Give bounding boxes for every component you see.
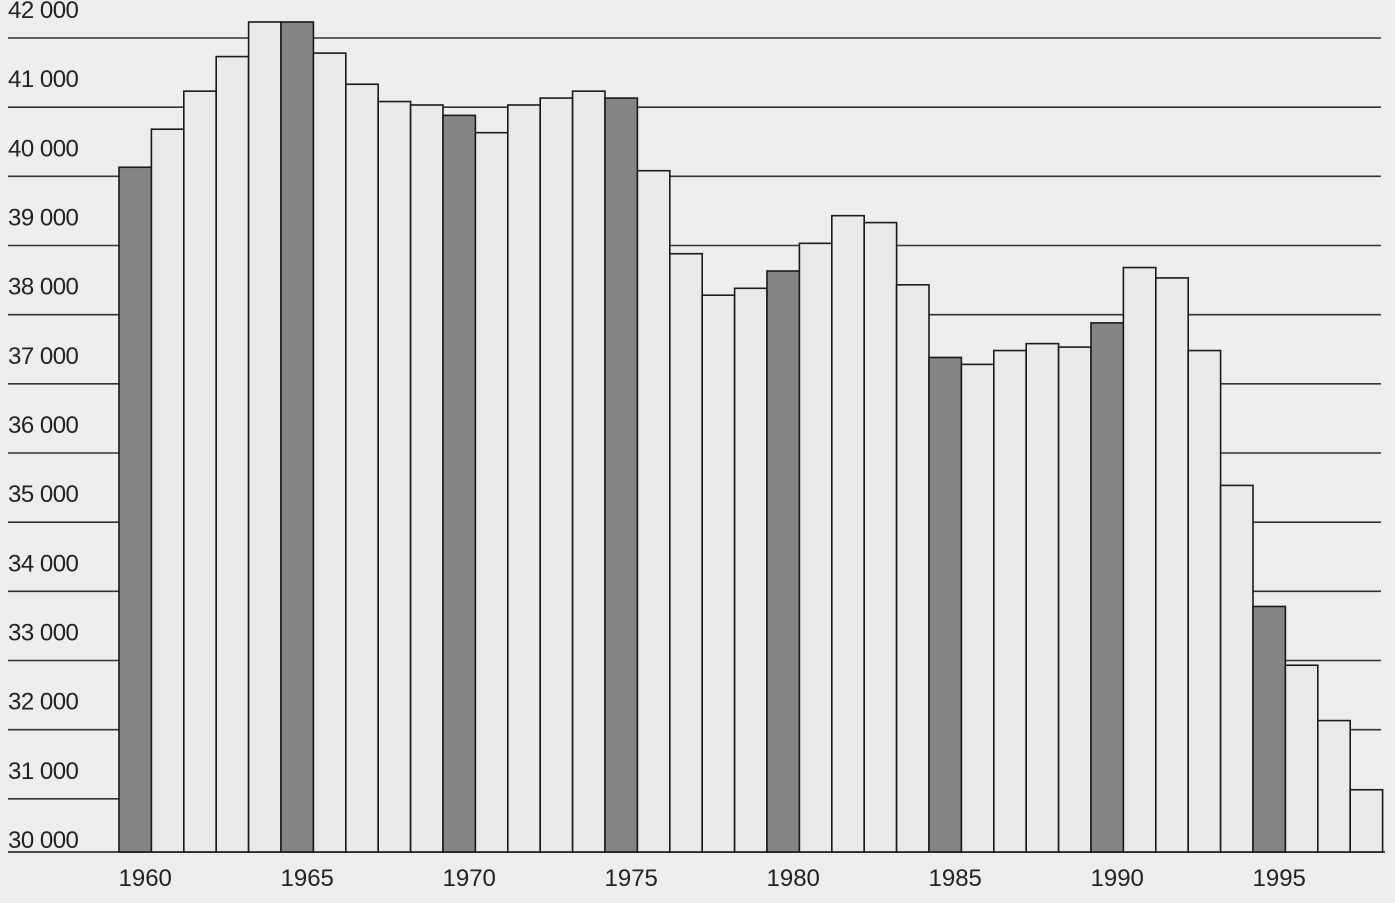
y-tick-label: 35 000 — [8, 481, 79, 508]
bar-1972 — [506, 104, 541, 853]
bar-1984 — [895, 284, 930, 853]
y-tick-label: 33 000 — [8, 620, 79, 647]
y-tick-label: 37 000 — [8, 343, 79, 370]
bar-1979 — [733, 287, 768, 853]
y-tick-label: 39 000 — [8, 205, 79, 232]
bar-1994 — [1219, 484, 1254, 853]
x-tick-label: 1975 — [605, 865, 658, 892]
bar-1982 — [830, 214, 865, 853]
bar-1995 — [1252, 605, 1287, 853]
bar-1974 — [571, 90, 606, 853]
y-tick-label: 30 000 — [8, 827, 79, 854]
y-tick-label: 34 000 — [8, 550, 79, 577]
bar-1960 — [118, 166, 153, 853]
bar-1967 — [344, 83, 379, 853]
y-tick-label: 31 000 — [8, 758, 79, 785]
y-axis-tick-labels: 42 000 41 000 40 000 39 000 38 000 37 000 36 0… — [8, 0, 79, 854]
y-tick-label: 40 000 — [8, 135, 79, 162]
bar-1991 — [1122, 266, 1157, 853]
bar-1975 — [604, 97, 639, 853]
bar-1985 — [928, 356, 963, 853]
bar-1962 — [183, 90, 218, 853]
bar-1989 — [1057, 346, 1092, 853]
bar-1978 — [701, 294, 736, 853]
y-tick-label: 41 000 — [8, 66, 79, 93]
bar-1992 — [1155, 277, 1190, 853]
bar-1969 — [409, 104, 444, 853]
bar-1976 — [636, 169, 671, 853]
bar-1966 — [312, 52, 347, 853]
bar-1970 — [442, 114, 477, 853]
y-tick-label: 32 000 — [8, 689, 79, 716]
y-tick-label: 42 000 — [8, 0, 79, 24]
bar-1965 — [280, 21, 315, 853]
bar-1997 — [1317, 719, 1352, 853]
x-tick-label: 1970 — [443, 865, 496, 892]
bar-1963 — [215, 55, 250, 853]
x-tick-label: 1960 — [119, 865, 172, 892]
x-tick-label: 1995 — [1253, 865, 1306, 892]
bar-1993 — [1187, 349, 1222, 853]
bar-1981 — [798, 242, 833, 853]
bar-1988 — [1025, 342, 1060, 853]
bar-1980 — [766, 270, 801, 853]
bar-1973 — [539, 97, 574, 853]
bar-1996 — [1284, 664, 1319, 853]
x-axis-tick-labels: 1960 1965 1970 1975 1980 1985 1990 1995 — [119, 865, 1306, 892]
y-tick-label: 38 000 — [8, 274, 79, 301]
bar-1964 — [247, 21, 282, 853]
bar-1968 — [377, 100, 412, 853]
bar-1983 — [863, 221, 898, 853]
bar-1977 — [668, 252, 703, 853]
x-tick-label: 1965 — [281, 865, 334, 892]
bar-1971 — [474, 131, 509, 853]
x-tick-label: 1990 — [1091, 865, 1144, 892]
x-tick-label: 1985 — [929, 865, 982, 892]
bar-1961 — [150, 128, 185, 853]
x-tick-label: 1980 — [767, 865, 820, 892]
bar-1986 — [960, 363, 995, 853]
bar-1987 — [992, 349, 1027, 853]
bars — [118, 21, 1384, 853]
y-tick-label: 36 000 — [8, 412, 79, 439]
bar-1998 — [1349, 788, 1384, 853]
bar-1990 — [1090, 322, 1125, 853]
